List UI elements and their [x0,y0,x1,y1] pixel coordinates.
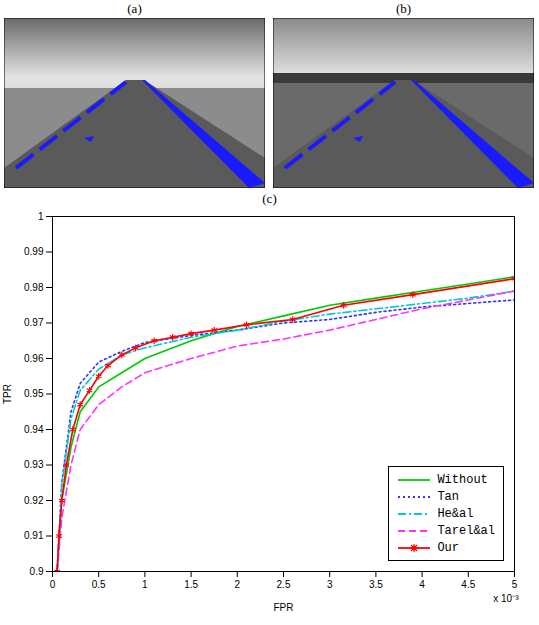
svg-text:0.5: 0.5 [92,579,106,590]
svg-text:0.98: 0.98 [24,282,44,293]
svg-text:x 10⁻³: x 10⁻³ [493,593,519,604]
html-text:(c): (c) [262,191,277,206]
svg-text:0: 0 [50,579,56,590]
svg-text:TPR: TPR [2,384,13,404]
html-text:Without: Without [437,472,488,487]
svg-text:0.9: 0.9 [30,566,44,577]
svg-text:3.5: 3.5 [369,579,383,590]
html-text:(b): (b) [395,1,412,16]
svg-text:0.96: 0.96 [24,353,44,364]
html-text:Tarel&al: Tarel&al [437,523,495,538]
svg-text:4.5: 4.5 [461,579,475,590]
svg-text:0.99: 0.99 [24,246,44,257]
svg-text:1: 1 [142,579,148,590]
html-text:Our: Our [437,540,459,555]
svg-text:0.95: 0.95 [24,388,44,399]
html-text:(a): (a) [127,1,142,16]
svg-text:0.97: 0.97 [24,317,44,328]
svg-text:3: 3 [327,579,333,590]
svg-text:2: 2 [235,579,241,590]
svg-text:1.5: 1.5 [184,579,198,590]
svg-text:4: 4 [419,579,425,590]
svg-text:0.94: 0.94 [24,424,44,435]
html-text:Tan: Tan [437,489,459,504]
svg-text:0.91: 0.91 [24,530,44,541]
svg-text:0.92: 0.92 [24,495,44,506]
html-text:He&al: He&al [437,506,474,521]
svg-text:2.5: 2.5 [277,579,291,590]
svg-text:FPR: FPR [274,602,294,613]
svg-text:5: 5 [512,579,518,590]
svg-text:0.93: 0.93 [24,459,44,470]
svg-text:1: 1 [38,211,44,222]
